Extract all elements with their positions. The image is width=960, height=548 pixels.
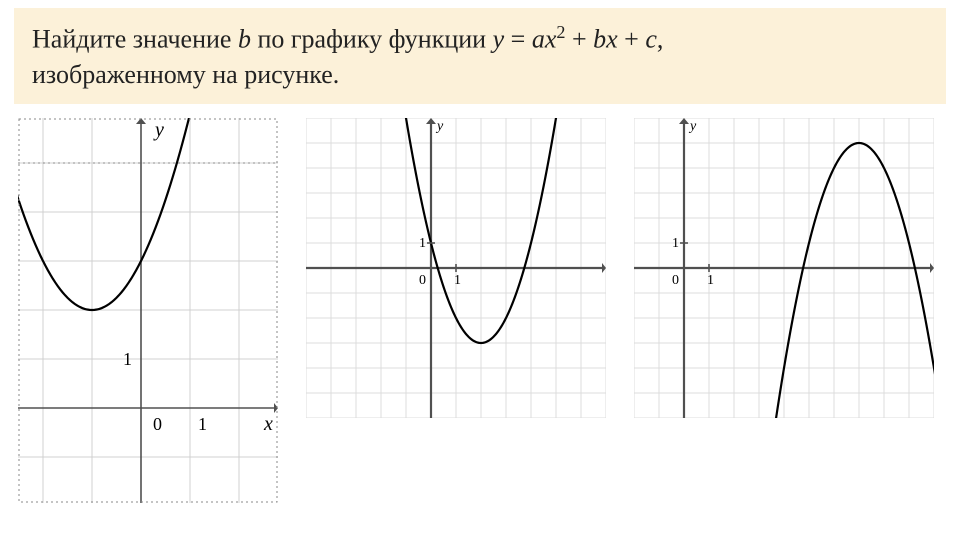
text: + [618, 25, 646, 54]
var-x: x [606, 25, 618, 54]
problem-statement: Найдите значение b по графику функции y … [14, 8, 946, 104]
chart-2: y 0 1 1 [306, 118, 606, 418]
text: изображенному на рисунке. [32, 60, 339, 89]
chart-1: y x 0 1 1 [18, 118, 278, 503]
parabola-chart-3: y 0 1 1 [634, 118, 934, 418]
svg-text:x: x [263, 413, 273, 435]
parabola-chart-2: y 0 1 1 [306, 118, 606, 418]
text: = [504, 25, 532, 54]
var-b: b [238, 25, 251, 54]
text: Найдите значение [32, 25, 238, 54]
svg-text:1: 1 [707, 273, 714, 288]
text: + [565, 25, 593, 54]
chart-3: y 0 1 1 [634, 118, 934, 418]
charts-row: y x 0 1 1 y 0 1 1 y 0 1 1 [0, 118, 960, 503]
svg-text:y: y [153, 119, 164, 141]
svg-text:1: 1 [419, 236, 426, 251]
svg-text:0: 0 [419, 273, 426, 288]
svg-text:1: 1 [198, 414, 207, 434]
svg-text:0: 0 [153, 414, 162, 434]
var-a: a [532, 25, 545, 54]
svg-text:y: y [435, 119, 444, 134]
var-x: x [545, 25, 557, 54]
var-y: y [493, 25, 505, 54]
svg-text:0: 0 [672, 273, 679, 288]
svg-text:y: y [688, 119, 697, 134]
svg-text:1: 1 [672, 236, 679, 251]
parabola-chart-1: y x 0 1 1 [18, 118, 278, 503]
text: , [657, 25, 664, 54]
svg-text:1: 1 [454, 273, 461, 288]
svg-text:1: 1 [123, 349, 132, 369]
var-c: c [645, 25, 657, 54]
var-b: b [593, 25, 606, 54]
text: по графику функции [251, 25, 493, 54]
